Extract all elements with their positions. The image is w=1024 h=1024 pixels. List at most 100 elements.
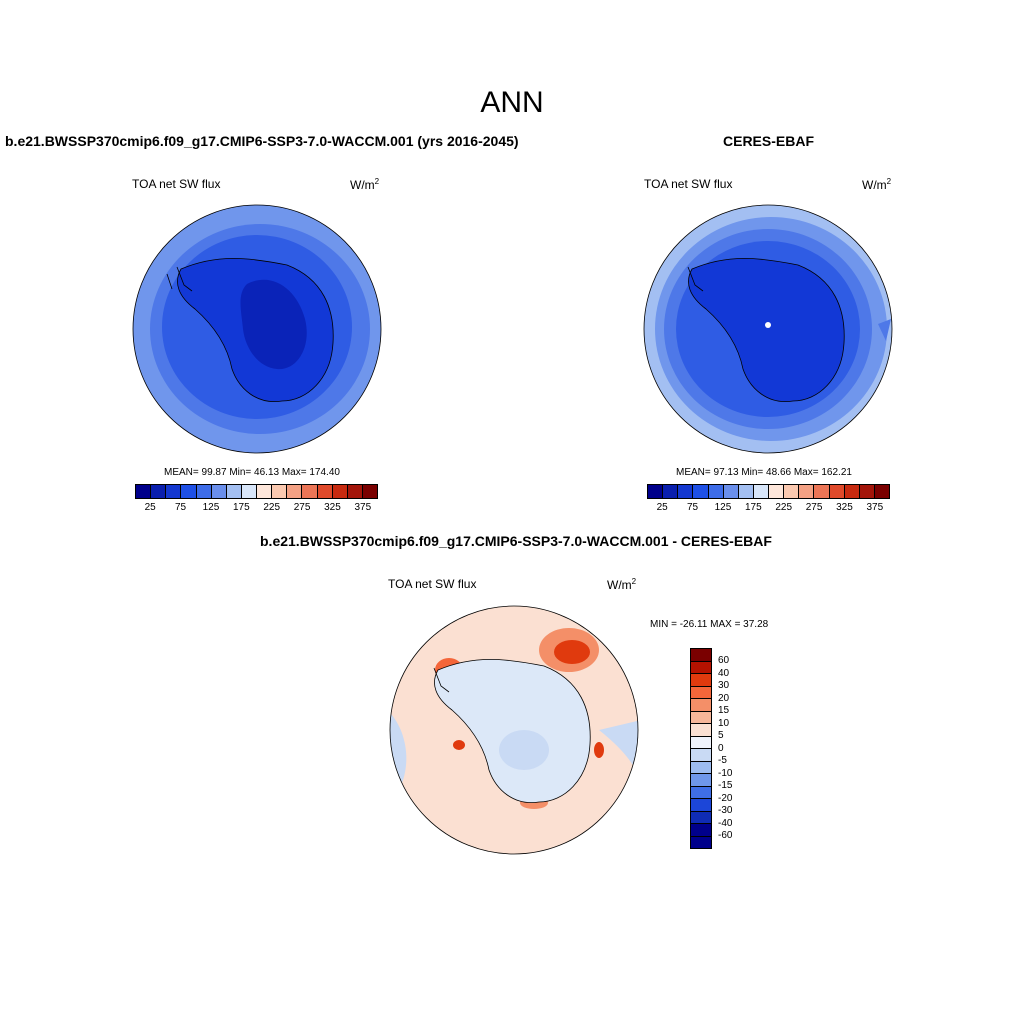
colorbar-box <box>226 485 242 498</box>
colorbar-box <box>196 485 212 498</box>
obs-panel-title: CERES-EBAF <box>723 133 815 149</box>
colorbar-box <box>241 485 257 498</box>
colorbar-box <box>844 485 860 498</box>
colorbar-tick-label: -60 <box>718 830 733 841</box>
model-colorbar <box>135 484 378 499</box>
colorbar-tick-label: 225 <box>263 502 281 513</box>
diff-panel-title: b.e21.BWSSP370cmip6.f09_g17.CMIP6-SSP3-7… <box>260 533 772 549</box>
colorbar-tick-label: -30 <box>718 805 733 816</box>
diff-variable-label: TOA net SW flux <box>388 577 477 591</box>
colorbar-tick-label: 75 <box>175 502 187 513</box>
colorbar-tick-label: 60 <box>718 655 730 666</box>
colorbar-box <box>181 485 197 498</box>
colorbar-box <box>151 485 167 498</box>
colorbar-box <box>829 485 845 498</box>
colorbar-box <box>691 736 711 749</box>
colorbar-tick-label: 275 <box>293 502 311 513</box>
colorbar-box <box>362 485 377 498</box>
colorbar-tick-label: -10 <box>718 767 733 779</box>
colorbar-tick-label: 15 <box>718 705 730 716</box>
colorbar-box <box>691 811 711 824</box>
colorbar-tick-label: -40 <box>718 817 733 829</box>
colorbar-box <box>784 485 800 498</box>
colorbar-box <box>723 485 739 498</box>
colorbar-box <box>691 661 711 674</box>
colorbar-tick-label: 125 <box>202 502 220 513</box>
colorbar-tick-label: 325 <box>836 502 853 513</box>
colorbar-box <box>814 485 830 498</box>
obs-stats: MEAN= 97.13 Min= 48.66 Max= 162.21 <box>676 467 852 478</box>
colorbar-box <box>691 836 711 848</box>
colorbar-tick-label: 25 <box>656 502 668 513</box>
diff-units-label: W/m2 <box>607 577 637 592</box>
model-panel-title: b.e21.BWSSP370cmip6.f09_g17.CMIP6-SSP3-7… <box>5 133 519 149</box>
colorbar-box <box>678 485 694 498</box>
colorbar-box <box>691 724 711 737</box>
colorbar-tick-label: 10 <box>718 717 730 729</box>
model-polar-map <box>132 204 382 454</box>
colorbar-tick-label: 175 <box>232 502 250 513</box>
colorbar-box <box>799 485 815 498</box>
colorbar-box <box>663 485 679 498</box>
diff-minmax: MIN = -26.11 MAX = 37.28 <box>650 619 769 630</box>
obs-polar-map <box>643 204 893 454</box>
colorbar-box <box>691 824 711 837</box>
colorbar-box <box>257 485 273 498</box>
colorbar-tick-label: 225 <box>775 502 793 513</box>
colorbar-box <box>347 485 363 498</box>
diff-polar-map <box>389 605 639 855</box>
colorbar-box <box>691 786 711 799</box>
colorbar-tick-label: 5 <box>718 730 724 741</box>
colorbar-box <box>287 485 303 498</box>
colorbar-tick-label: 0 <box>718 742 724 754</box>
colorbar-tick-label: -5 <box>718 755 727 766</box>
colorbar-tick-label: 30 <box>718 680 730 691</box>
colorbar-tick-label: -20 <box>718 792 733 804</box>
model-stats: MEAN= 99.87 Min= 46.13 Max= 174.40 <box>164 467 340 478</box>
colorbar-tick-label: 175 <box>744 502 762 513</box>
colorbar-box <box>691 674 711 687</box>
colorbar-box <box>691 799 711 812</box>
colorbar-tick-label: 375 <box>354 502 372 513</box>
colorbar-box <box>874 485 889 498</box>
model-colorbar-ticks: 25 75 125 175 225 275 325 375 <box>135 502 376 514</box>
colorbar-box <box>166 485 182 498</box>
colorbar-box <box>691 649 711 662</box>
colorbar-box <box>272 485 288 498</box>
colorbar-box <box>691 711 711 724</box>
colorbar-tick-label: 125 <box>714 502 732 513</box>
colorbar-box <box>691 686 711 699</box>
colorbar-tick-label: 75 <box>687 502 699 513</box>
obs-variable-label: TOA net SW flux <box>644 177 733 191</box>
colorbar-tick-label: 25 <box>144 502 156 513</box>
colorbar-box <box>691 699 711 712</box>
diff-colorbar-ticks: 60 40 30 20 15 10 5 0 -5 -10 -15 -20 -30 -40 -60 <box>718 648 758 848</box>
colorbar-box <box>738 485 754 498</box>
colorbar-box <box>136 485 152 498</box>
colorbar-box <box>691 774 711 787</box>
colorbar-box <box>708 485 724 498</box>
colorbar-box <box>691 749 711 762</box>
colorbar-tick-label: 275 <box>805 502 823 513</box>
colorbar-box <box>693 485 709 498</box>
colorbar-box <box>302 485 318 498</box>
diff-colorbar <box>690 648 712 849</box>
model-units-label: W/m2 <box>350 177 380 192</box>
colorbar-box <box>859 485 875 498</box>
obs-colorbar <box>647 484 890 499</box>
colorbar-box <box>332 485 348 498</box>
figure-title: ANN <box>480 86 544 119</box>
colorbar-box <box>211 485 227 498</box>
colorbar-tick-label: 20 <box>718 692 730 704</box>
colorbar-tick-label: 40 <box>718 667 730 679</box>
colorbar-tick-label: 325 <box>324 502 341 513</box>
colorbar-box <box>317 485 333 498</box>
colorbar-tick-label: 375 <box>866 502 884 513</box>
colorbar-box <box>769 485 785 498</box>
obs-colorbar-ticks: 25 75 125 175 225 275 325 375 <box>647 502 888 514</box>
model-variable-label: TOA net SW flux <box>132 177 221 191</box>
colorbar-box <box>753 485 769 498</box>
colorbar-tick-label: -15 <box>718 780 733 791</box>
colorbar-box <box>648 485 664 498</box>
obs-units-label: W/m2 <box>862 177 892 192</box>
